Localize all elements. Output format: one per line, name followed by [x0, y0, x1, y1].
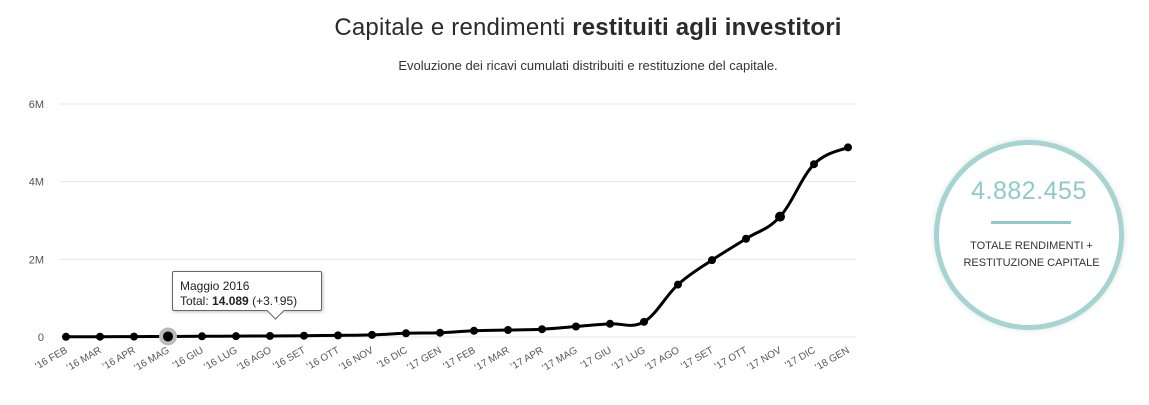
data-point[interactable] — [96, 332, 104, 341]
x-tick-label: '17 GEN — [406, 345, 444, 373]
chart-title-bold: restituiti agli investitori — [572, 14, 842, 41]
x-tick-label: '17 GIU — [579, 345, 614, 371]
x-tick-label: '16 LUG — [202, 345, 239, 373]
x-tick-label: '16 SET — [271, 345, 307, 372]
summary-value: 4.882.455 — [971, 177, 1087, 205]
data-point[interactable] — [572, 322, 580, 331]
y-tick-label: 0 — [38, 332, 44, 344]
x-tick-label: '17 APR — [509, 345, 546, 372]
data-point[interactable] — [334, 331, 342, 340]
x-tick-label: '17 MAG — [541, 345, 580, 374]
chart-subtitle: Evoluzione dei ricavi cumulati distribui… — [398, 58, 778, 73]
x-tick-label: '17 MAR — [473, 345, 511, 374]
summary-circle: 4.882.455 TOTALE RENDIMENTI + RESTITUZIO… — [934, 140, 1124, 330]
x-tick-label: '17 OTT — [713, 345, 750, 372]
y-tick-label: 4M — [29, 177, 44, 189]
data-point[interactable] — [742, 234, 750, 243]
tooltip-delta: (+3.195) — [252, 294, 297, 308]
summary-divider — [991, 221, 1071, 224]
data-point[interactable] — [436, 328, 444, 337]
x-tick-label: '16 MAG — [133, 345, 172, 374]
data-point[interactable] — [198, 332, 206, 341]
data-point[interactable] — [232, 332, 240, 341]
y-axis-ticks: 0 2M 4M 6M — [29, 99, 44, 344]
data-point[interactable] — [504, 326, 512, 335]
x-tick-label: '17 SET — [679, 345, 715, 372]
y-tick-label: 6M — [29, 99, 44, 111]
data-point[interactable] — [130, 332, 138, 341]
y-tick-label: 2M — [29, 254, 44, 266]
x-tick-label: '17 AGO — [644, 345, 682, 373]
data-point[interactable] — [640, 317, 648, 326]
data-points — [62, 143, 852, 346]
x-tick-label: '16 NOV — [338, 345, 376, 373]
data-point[interactable] — [708, 256, 716, 265]
data-point[interactable] — [368, 330, 376, 339]
x-tick-label: '17 DIC — [783, 345, 817, 371]
x-tick-label: '18 GEN — [814, 345, 852, 373]
tooltip-total-value: 14.089 — [212, 294, 249, 308]
data-point[interactable] — [775, 211, 785, 222]
data-point[interactable] — [844, 143, 852, 152]
data-point[interactable] — [674, 280, 682, 289]
x-axis-ticks: '16 FEB'16 MAR'16 APR'16 MAG '16 GIU'16 L… — [33, 345, 851, 374]
data-point[interactable] — [402, 329, 410, 338]
x-tick-label: '16 AGO — [236, 345, 274, 373]
x-tick-label: '17 FEB — [441, 345, 477, 372]
x-tick-label: '16 DIC — [375, 345, 409, 371]
data-point[interactable] — [606, 319, 614, 328]
tooltip-total: Total: 14.089 (+3.195) — [180, 294, 321, 309]
data-point[interactable] — [810, 160, 818, 169]
summary-label: TOTALE RENDIMENTI + RESTITUZIONE CAPITAL… — [963, 240, 1100, 269]
tooltip: Maggio 2016 Total: 14.089 (+3.195) — [172, 271, 322, 320]
chart-title-regular: Capitale e rendimenti — [334, 14, 573, 41]
x-tick-label: '16 OTT — [305, 345, 342, 372]
data-point[interactable] — [538, 325, 546, 334]
tooltip-total-label: Total: — [180, 294, 209, 308]
x-tick-label: '17 NOV — [746, 345, 784, 373]
x-tick-label: '16 FEB — [33, 345, 69, 372]
data-point[interactable] — [163, 331, 173, 342]
x-tick-label: '16 MAR — [65, 345, 103, 374]
data-point[interactable] — [266, 331, 274, 340]
data-point[interactable] — [62, 332, 70, 341]
data-point[interactable] — [470, 326, 478, 335]
x-tick-label: '17 LUG — [610, 345, 647, 373]
chart-title: Capitale e rendimenti restituiti agli in… — [0, 14, 1149, 42]
data-point[interactable] — [300, 331, 308, 340]
tooltip-month: Maggio 2016 — [180, 279, 250, 293]
x-tick-label: '16 APR — [101, 345, 138, 372]
x-tick-label: '16 GIU — [171, 345, 206, 371]
